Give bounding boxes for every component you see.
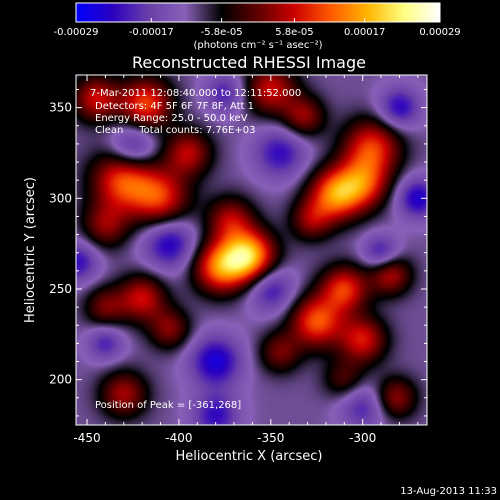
y-tick-label: 200 [49, 373, 72, 387]
colorbar-ticks: -0.00029 -0.00017 -5.8e-05 5.8e-05 0.00017 0.… [54, 18, 461, 38]
annotation-energy-range: Energy Range: 25.0 - 50.0 keV [95, 113, 248, 124]
footer-timestamp: 13-Aug-2013 11:33 [400, 486, 497, 497]
y-tick-label: 350 [49, 101, 72, 115]
plot-frame [75, 74, 428, 426]
annotation-clean-counts: Clean Total counts: 7.76E+03 [95, 125, 255, 136]
colorbar-tick-label: -0.00029 [54, 27, 99, 38]
colorbar-tick-label: 0.00029 [419, 27, 460, 38]
y-axis-ticks: 200 250 300 350 [49, 89, 427, 417]
colorbar-tick-label: 5.8e-05 [275, 27, 313, 38]
annotation-time-range: 7-Mar-2011 12:08:40.000 to 12:11:52.000 [90, 88, 301, 99]
annotation-block: 7-Mar-2011 12:08:40.000 to 12:11:52.000 … [90, 88, 301, 411]
x-axis-label: Heliocentric X (arcsec) [176, 449, 323, 464]
y-tick-label: 250 [49, 282, 72, 296]
annotation-detectors: Detectors: 4F 5F 6F 7F 8F, Att 1 [95, 101, 254, 112]
y-axis-label: Heliocentric Y (arcsec) [23, 177, 38, 323]
colorbar: -0.00029 -0.00017 -5.8e-05 5.8e-05 0.00017 0.… [54, 2, 461, 51]
colorbar-tick-label: 0.00017 [344, 27, 385, 38]
colorbar-tick-label: -5.8e-05 [201, 27, 243, 38]
x-tick-label: -450 [73, 431, 100, 445]
colorbar-gradient [75, 2, 441, 23]
plot-area [75, 74, 428, 426]
colorbar-units-label: (photons cm⁻² s⁻¹ asec⁻²) [193, 40, 322, 51]
colorbar-tick-label: -0.00017 [129, 27, 174, 38]
x-tick-label: -400 [165, 431, 192, 445]
x-tick-label: -350 [257, 431, 284, 445]
peak-position-label: Position of Peak = [-361,268] [95, 400, 241, 411]
x-tick-label: -300 [349, 431, 376, 445]
y-tick-label: 300 [49, 191, 72, 205]
x-axis-ticks: -450 -400 -350 -300 [73, 75, 419, 445]
chart-title: Reconstructed RHESSI Image [132, 53, 366, 72]
heatmap-image [76, 75, 427, 425]
